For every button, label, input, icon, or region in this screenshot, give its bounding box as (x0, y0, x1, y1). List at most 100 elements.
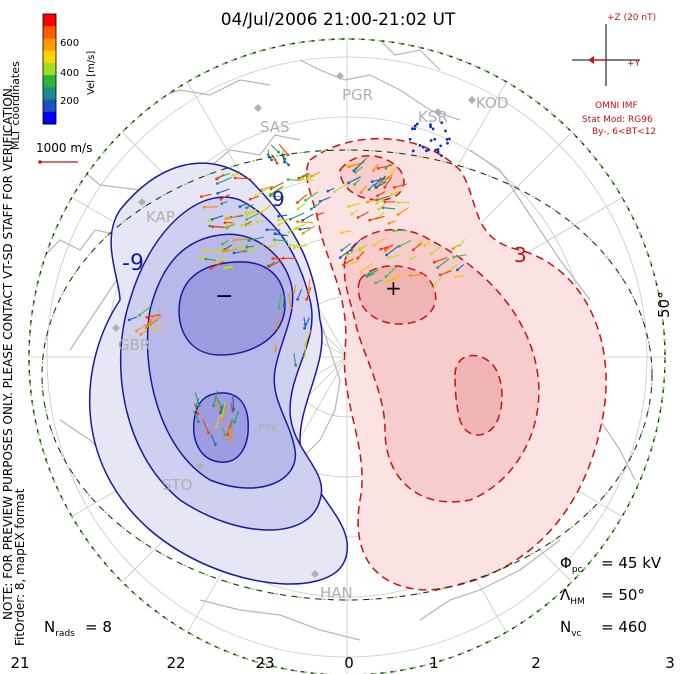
velocity-vector (384, 176, 393, 188)
legend-swatch (43, 38, 56, 52)
velocity-vector (351, 209, 359, 215)
velocity-vector (440, 270, 452, 276)
contour-label-neg-9: -9 (122, 251, 144, 276)
velocity-vector (353, 159, 366, 172)
velocity-vector (249, 244, 264, 253)
velocity-vector (288, 293, 292, 308)
velocity-vector (385, 244, 394, 250)
model-line-2: By-, 6<BT<12 (592, 127, 656, 137)
velocity-vector (232, 173, 240, 176)
velocity-vector (378, 204, 386, 210)
velocity-vector (386, 275, 401, 282)
legend-swatch (43, 99, 56, 113)
velocity-vector (386, 245, 400, 256)
contour-label-neg-9b: 9 (272, 187, 285, 211)
velocity-legend: 600 400 200 Vel [m/s] (42, 13, 97, 125)
velocity-vector (232, 394, 235, 410)
velocity-vector (376, 196, 388, 204)
velocity-vector (283, 160, 290, 166)
legend-swatch (43, 87, 56, 101)
vector-origin (436, 150, 440, 154)
velocity-vector (248, 236, 264, 242)
velocity-vector (270, 185, 284, 195)
heppner-maynard-boundary (28, 38, 666, 674)
contour-labels: -9 9 3 − + (122, 187, 527, 309)
velocity-vector (195, 398, 200, 407)
velocity-vector (217, 177, 232, 185)
velocity-vector (216, 173, 225, 180)
velocity-vector (226, 221, 235, 227)
velocity-vector (302, 225, 316, 234)
velocity-vector (270, 182, 284, 190)
velocity-vector (437, 258, 450, 268)
velocity-vector (303, 317, 306, 325)
station-label-kap: KAP (146, 208, 175, 226)
velocity-vector (412, 242, 422, 251)
velocity-vector (299, 227, 311, 230)
velocity-vector (355, 166, 363, 173)
station-label-sto: STO (162, 476, 193, 494)
vector-origin (427, 148, 431, 152)
velocity-vector (369, 215, 385, 221)
velocity-vector (360, 262, 373, 273)
mlt-tick-0: 0 (344, 654, 354, 672)
velocity-vector (304, 329, 312, 345)
station-marker-gbr (112, 324, 120, 332)
latitude-label: 50° (655, 291, 673, 318)
contour-label-pos-3: 3 (514, 243, 527, 267)
velocity-vector (317, 212, 325, 216)
velocity-vector (136, 322, 150, 332)
legend-tick-400: 400 (60, 68, 79, 79)
velocity-vector (241, 246, 252, 252)
vector-origin (429, 139, 433, 142)
mlt-tick-1: 1 (429, 654, 439, 672)
lambda-hm-value: = 50° (601, 586, 645, 604)
vector-origin (446, 141, 449, 145)
imf-z-label: +Z (20 nT) (607, 13, 656, 23)
velocity-vector (269, 260, 282, 267)
velocity-vector (212, 226, 226, 228)
velocity-vector (308, 279, 311, 291)
velocity-vector (459, 238, 466, 246)
velocity-vector (346, 249, 357, 256)
station-label-pyk: PYK (258, 422, 279, 435)
velocity-vector (224, 244, 232, 250)
velocity-vector (293, 284, 297, 293)
velocity-vector (210, 434, 216, 445)
fit-order-note: FitOrder: 8, mapEX format (13, 488, 27, 646)
vector-origin (418, 144, 422, 147)
legend-swatch (43, 14, 56, 27)
velocity-vector (194, 392, 200, 406)
mlt-tick-3: 3 (665, 654, 675, 672)
velocity-vector (434, 276, 443, 286)
vector-origin (425, 149, 428, 153)
velocity-vector (226, 248, 238, 252)
velocity-vector (204, 206, 219, 208)
velocity-vector (394, 271, 404, 280)
velocity-vector (205, 258, 216, 261)
velocity-vector (235, 177, 251, 180)
station-label-han: HAN (320, 584, 353, 602)
vector-origin (433, 137, 437, 141)
velocity-vector (146, 314, 161, 318)
velocity-vector (215, 396, 222, 409)
velocity-vector (350, 239, 361, 251)
velocity-vector (399, 240, 412, 247)
velocity-vector (129, 316, 138, 321)
mlt-axis: 21 22 23 0 1 2 3 (10, 654, 674, 672)
velocity-vector (239, 203, 246, 208)
velocity-vector (310, 202, 320, 210)
vector-origin (448, 137, 451, 141)
mlt-tick-21: 21 (10, 654, 29, 672)
n-rads-symbol: Nrads (44, 618, 75, 639)
velocity-vector (222, 405, 228, 420)
legend-swatch (43, 50, 56, 64)
velocity-vector (424, 240, 431, 246)
velocity-vector (256, 220, 264, 223)
velocity-vector (226, 214, 243, 219)
vector-origin (239, 224, 243, 228)
station-marker-sas (254, 104, 262, 112)
velocity-vector (246, 208, 258, 216)
velocity-vector (199, 256, 209, 259)
velocity-vector (341, 243, 351, 251)
